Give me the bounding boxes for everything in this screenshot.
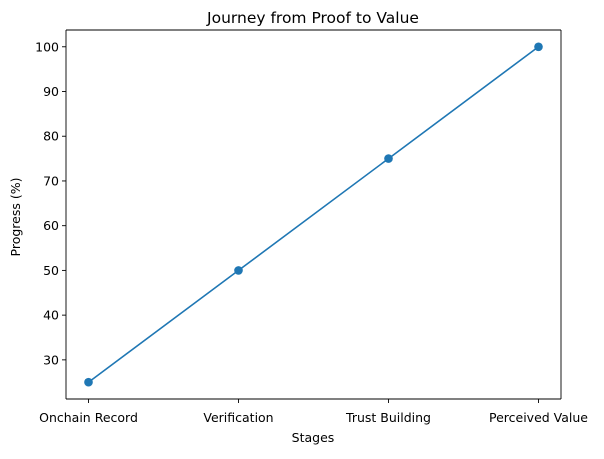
y-tick-label: 50 (43, 263, 59, 278)
data-point-marker (534, 42, 543, 52)
y-tick-label: 80 (43, 129, 59, 144)
data-point-marker (84, 377, 93, 387)
y-axis-label: Progress (%) (8, 178, 23, 257)
x-tick-label: Onchain Record (39, 410, 138, 425)
plot-area: 30 40 50 60 70 80 90 100 Onchain Record Verificat… (35, 29, 588, 425)
chart-title: Journey from Proof to Value (206, 9, 419, 27)
data-point-marker (234, 266, 243, 275)
x-tick-label: Trust Building (345, 410, 431, 425)
data-point-marker (384, 154, 393, 163)
y-tick-label: 90 (43, 84, 59, 99)
series-line (88, 46, 539, 383)
y-tick-label: 40 (43, 308, 59, 323)
x-axis-label: Stages (292, 430, 335, 445)
y-tick-label: 100 (35, 39, 59, 54)
x-tick-label: Verification (203, 410, 273, 425)
y-tick-label: 60 (43, 218, 59, 233)
y-tick-label: 70 (43, 173, 59, 188)
x-tick-label: Perceived Value (489, 410, 588, 425)
y-tick-label: 30 (43, 352, 59, 367)
